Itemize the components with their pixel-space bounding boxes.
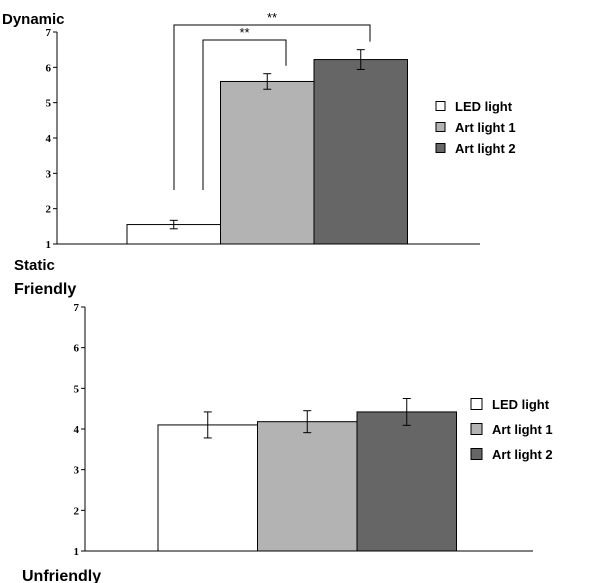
y-tick-label: 4 xyxy=(46,133,52,145)
significance-brackets: ** ** xyxy=(173,10,371,190)
chart-dynamic-static: Dynamic Static 1 2 3 4 5 6 7 ** ** LED light Art… xyxy=(2,10,516,274)
y-tick-label: 5 xyxy=(74,383,80,395)
y-tick-label: 2 xyxy=(74,505,80,517)
bar-art-light-2 xyxy=(313,59,408,245)
significance-bracket xyxy=(173,24,371,190)
legend: LED light Art light 1 Art light 2 xyxy=(470,397,553,462)
y-tick-label: 5 xyxy=(46,98,52,110)
bars xyxy=(126,59,408,245)
legend-swatch xyxy=(435,143,446,153)
y-tick-label: 7 xyxy=(74,302,80,314)
significance-bracket xyxy=(202,39,287,190)
bar-art-light-1 xyxy=(257,421,358,552)
y-tick-label: 6 xyxy=(46,62,52,74)
y-ticks: 1 2 3 4 5 6 7 xyxy=(74,302,85,558)
y-tick-label: 4 xyxy=(74,424,80,436)
chart-bottom-label: Unfriendly xyxy=(22,568,101,583)
chart-friendly-unfriendly: Friendly Unfriendly 1 2 3 4 5 6 7 LED light Art… xyxy=(14,281,553,583)
legend-swatch xyxy=(435,101,446,111)
bar-led-light xyxy=(157,424,258,552)
legend-swatch xyxy=(470,448,483,460)
legend-label: Art light 1 xyxy=(492,422,553,437)
chart-top-label: Dynamic xyxy=(2,11,65,28)
y-tick-label: 1 xyxy=(46,239,52,251)
legend: LED light Art light 1 Art light 2 xyxy=(435,99,516,156)
legend-label: Art light 2 xyxy=(492,447,553,462)
chart-top-label: Friendly xyxy=(14,281,76,298)
y-tick-label: 7 xyxy=(46,27,52,39)
y-tick-label: 1 xyxy=(74,546,80,558)
legend-swatch xyxy=(470,423,483,435)
legend-label: Art light 2 xyxy=(455,141,516,156)
y-tick-label: 2 xyxy=(46,204,52,216)
legend-label: LED light xyxy=(492,397,550,412)
error-bars xyxy=(203,398,411,439)
legend-swatch xyxy=(435,122,446,132)
error-bars xyxy=(169,49,365,230)
y-tick-label: 3 xyxy=(46,168,52,180)
y-ticks: 1 2 3 4 5 6 7 xyxy=(46,27,57,251)
legend-label: LED light xyxy=(455,99,513,114)
y-tick-label: 6 xyxy=(74,343,80,355)
bar-art-light-2 xyxy=(356,411,457,552)
chart-bottom-label: Static xyxy=(14,257,55,274)
y-tick-label: 3 xyxy=(74,465,80,477)
significance-label: ** xyxy=(267,10,277,25)
legend-label: Art light 1 xyxy=(455,120,516,135)
legend-swatch xyxy=(470,398,483,410)
bar-art-light-1 xyxy=(220,80,315,245)
significance-label: ** xyxy=(239,25,249,40)
bars xyxy=(157,411,457,552)
